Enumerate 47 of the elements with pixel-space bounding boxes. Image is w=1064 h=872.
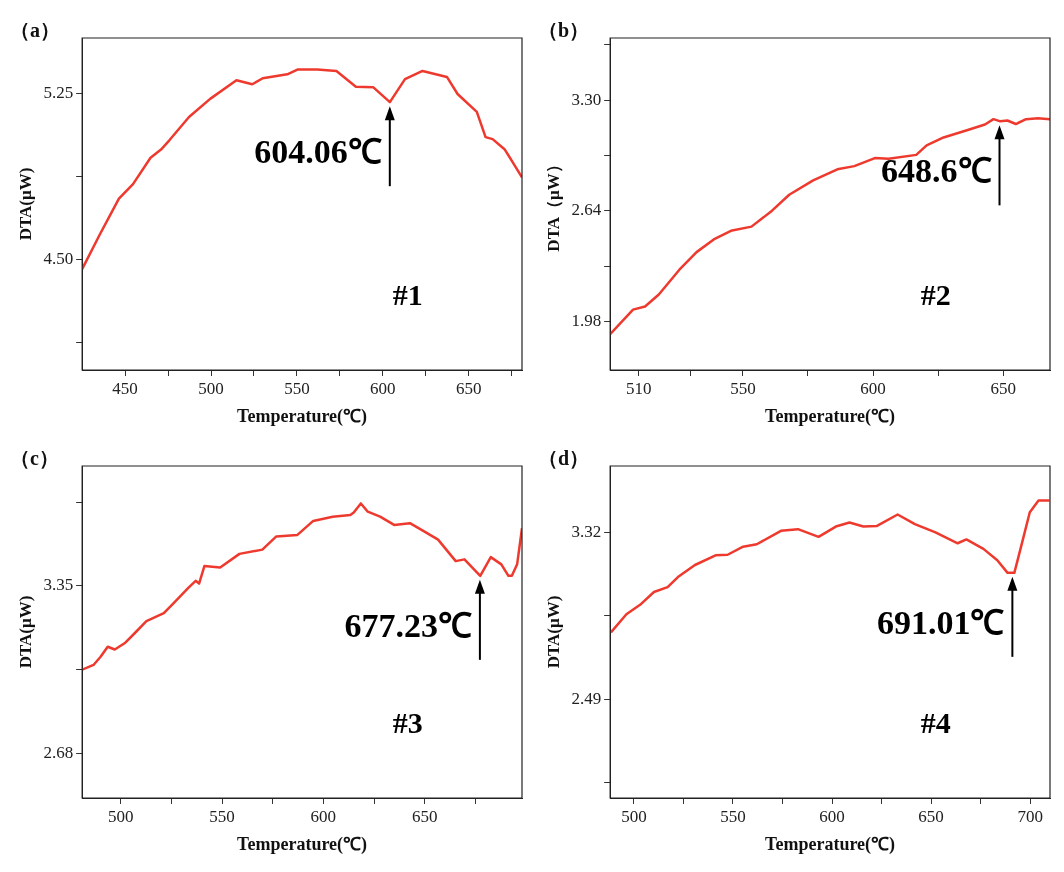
y-tick-label: 3.32	[571, 521, 602, 541]
annotation: #4	[920, 705, 951, 739]
x-tick-label: 550	[209, 806, 235, 826]
y-tick-label: 1.98	[571, 310, 602, 330]
annotation: 691.01℃	[876, 603, 1005, 641]
x-axis-title: Temperature(℃)	[237, 833, 368, 855]
x-tick-label: 600	[370, 378, 396, 398]
x-tick-label: 550	[720, 806, 746, 826]
x-tick-label: 600	[860, 378, 886, 398]
x-tick-label: 600	[310, 806, 337, 826]
x-axis-title: Temperature(℃)	[765, 833, 896, 855]
x-tick-label: 650	[990, 378, 1016, 398]
chart-title: （d）	[538, 447, 590, 470]
x-tick-label: 550	[730, 378, 756, 398]
x-tick-label: 500	[198, 378, 224, 398]
annotation: #1	[392, 277, 423, 311]
annotation: 648.6℃	[881, 152, 992, 190]
annotation: 677.23℃	[344, 606, 472, 644]
y-tick-label: 2.49	[571, 688, 602, 708]
chart-title: （a）	[10, 19, 60, 42]
x-tick-label: 600	[819, 806, 845, 826]
x-tick-label: 500	[107, 806, 134, 826]
x-tick-label: 700	[1017, 806, 1043, 826]
annotation: 604.06℃	[254, 132, 382, 170]
annotation: #2	[920, 277, 951, 311]
x-tick-label: 650	[411, 806, 438, 826]
x-tick-label: 650	[918, 806, 944, 826]
x-axis-title: Temperature(℃)	[765, 405, 896, 427]
x-tick-label: 510	[626, 378, 652, 398]
x-tick-label: 450	[112, 378, 138, 398]
y-tick-label: 5.25	[43, 82, 74, 102]
y-tick-label: 3.30	[571, 89, 602, 109]
y-axis-title: DTA(μW)	[543, 595, 563, 669]
y-tick-label: 4.50	[43, 248, 74, 268]
y-axis-title: DTA(μW)	[15, 595, 35, 669]
y-tick-label: 3.35	[43, 575, 74, 595]
chart-title: （b）	[538, 19, 590, 42]
y-tick-label: 2.68	[43, 742, 74, 762]
chart-title: （c）	[10, 447, 59, 470]
y-axis-title: DTA（μW）	[543, 156, 563, 252]
x-tick-label: 650	[455, 378, 482, 398]
y-tick-label: 2.64	[571, 200, 602, 220]
x-tick-label: 550	[284, 378, 310, 398]
annotation: #3	[392, 705, 423, 739]
x-axis-title: Temperature(℃)	[237, 405, 368, 427]
x-tick-label: 500	[621, 806, 647, 826]
y-axis-title: DTA(μW)	[15, 167, 35, 241]
